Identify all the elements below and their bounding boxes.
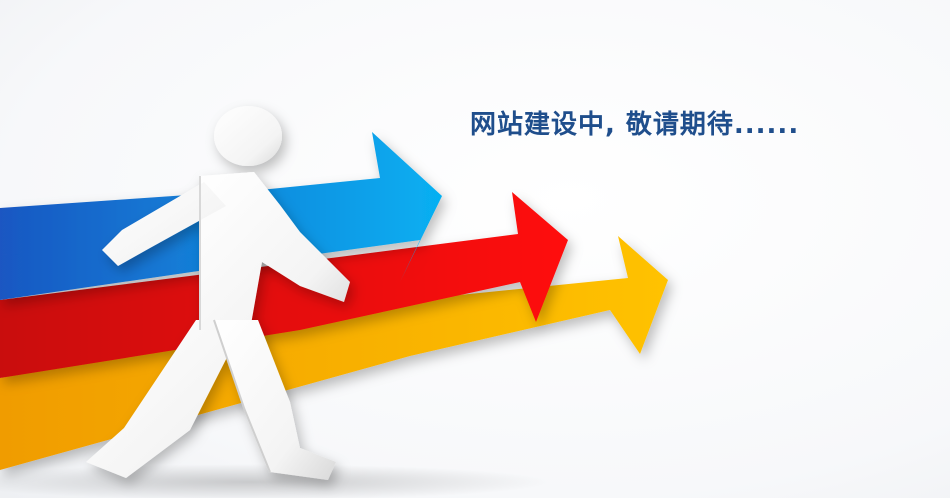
floor-shadow xyxy=(0,464,550,498)
red-arrow-icon xyxy=(0,192,568,378)
headline-text: 网站建设中, 敬请期待...... xyxy=(470,110,800,140)
walking-figure-icon xyxy=(86,106,350,480)
